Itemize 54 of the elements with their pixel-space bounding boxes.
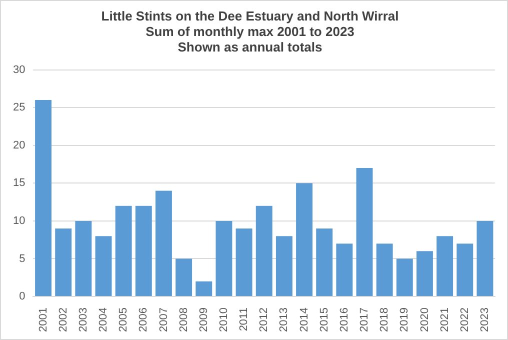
x-tick-label: 2023 [478, 308, 491, 332]
x-tick-label: 2013 [278, 308, 290, 332]
y-tick-label: 0 [19, 290, 26, 303]
bar [436, 236, 454, 296]
bar [196, 281, 212, 296]
x-tick-label: 2010 [218, 308, 230, 332]
x-tick-label: 2009 [198, 308, 210, 332]
x-tick-label: 2015 [318, 308, 330, 332]
x-tick-label: 2018 [378, 308, 391, 332]
bar [276, 236, 292, 296]
chart-title: Little Stints on the Dee Estuary and North Wirral Sum of monthly max 2001 to 2023 Shown as annual totals [101, 8, 399, 55]
y-tick-label: 25 [12, 102, 26, 114]
y-tick-label: 30 [12, 64, 26, 76]
x-tick-label: 2020 [418, 308, 431, 332]
x-tick-label: 2004 [98, 308, 110, 332]
bar [216, 220, 232, 296]
bar [416, 251, 433, 296]
x-tick-label: 2017 [358, 308, 371, 332]
y-tick-label: 15 [12, 177, 26, 190]
bar [476, 220, 494, 296]
x-tick-label: 2014 [298, 308, 310, 332]
bar [115, 206, 132, 296]
bar [256, 206, 272, 296]
bar [356, 168, 373, 296]
y-tick-label: 10 [12, 214, 26, 227]
bar [35, 100, 52, 296]
bar [296, 183, 313, 296]
bar [456, 244, 474, 296]
x-tick-label: 2006 [138, 308, 150, 332]
bar [396, 258, 413, 296]
x-tick-label: 2016 [338, 308, 350, 332]
y-tick-label: 5 [19, 252, 26, 265]
bar [156, 190, 172, 296]
x-tick-label: 2019 [398, 308, 411, 332]
x-tick-label: 2022 [458, 308, 471, 332]
x-tick-label: 2005 [118, 308, 130, 332]
bar [176, 258, 192, 296]
bar [75, 220, 92, 296]
x-tick-label: 2007 [158, 308, 170, 332]
x-tick-label: 2002 [57, 308, 70, 332]
bar [236, 228, 252, 296]
bar [135, 206, 152, 296]
bar [55, 228, 72, 296]
x-tick-label: 2011 [238, 308, 250, 332]
x-tick-label: 2012 [258, 308, 270, 332]
x-tick-label: 2003 [77, 308, 90, 332]
y-tick-label: 20 [12, 139, 26, 152]
bar [336, 244, 353, 296]
x-tick-label: 2001 [37, 308, 50, 332]
bar [376, 244, 393, 296]
x-tick-label: 2021 [438, 308, 451, 332]
x-tick-label: 2008 [178, 308, 190, 332]
bar [316, 228, 333, 296]
bar [95, 236, 112, 296]
